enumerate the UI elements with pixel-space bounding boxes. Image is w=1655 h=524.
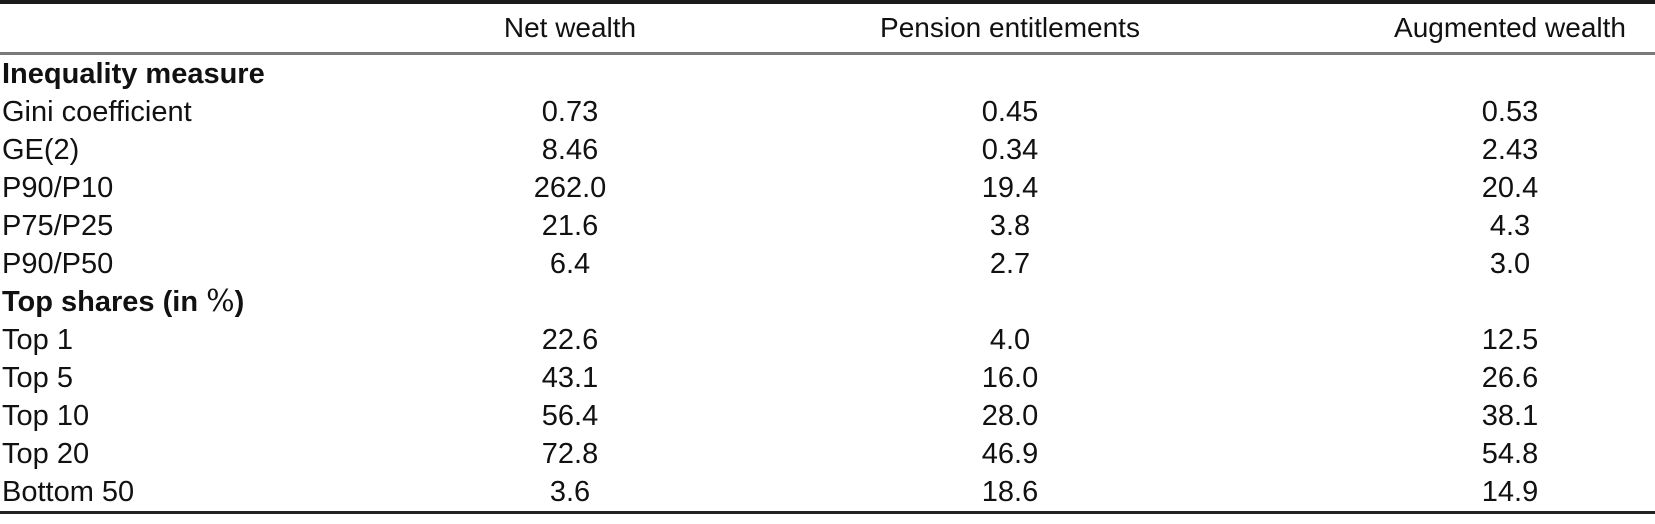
cell-augmented-wealth: 38.1 [1481,400,1539,432]
table-row-bottom-50: Bottom 50 3.6 18.6 14.9 [0,473,1655,513]
row-label: Bottom 50 [2,476,135,508]
row-label: Gini coefficient [2,96,192,128]
section-header-top-shares: Top shares (in %) [0,283,1655,321]
cell-augmented-wealth: 54.8 [1481,438,1539,470]
cell-pension-entitlements: 2.7 [989,248,1031,280]
cell-pension-entitlements: 46.9 [981,438,1039,470]
cell-pension-entitlements: 3.8 [989,210,1031,242]
cell-net-wealth: 3.6 [549,476,591,508]
section-title-suffix: ) [234,286,245,318]
section-header-inequality-measure: Inequality measure [0,54,1655,94]
row-label: P90/P10 [2,172,114,204]
cell-augmented-wealth: 3.0 [1489,248,1531,280]
table-row-p75-p25: P75/P25 21.6 3.8 4.3 [0,207,1655,245]
cell-net-wealth: 22.6 [541,324,599,356]
table-row-top-20: Top 20 72.8 46.9 54.8 [0,435,1655,473]
cell-net-wealth: 6.4 [549,248,591,280]
cell-pension-entitlements: 0.45 [981,96,1039,128]
cell-augmented-wealth: 14.9 [1481,476,1539,508]
table-row-top-5: Top 5 43.1 16.0 26.6 [0,359,1655,397]
section-title: Inequality measure [2,58,265,90]
row-label: P90/P50 [2,248,114,280]
percent-symbol: % [206,284,235,319]
cell-pension-entitlements: 18.6 [981,476,1039,508]
cell-augmented-wealth: 20.4 [1481,172,1539,204]
cell-pension-entitlements: 19.4 [981,172,1039,204]
table-row-p90-p50: P90/P50 6.4 2.7 3.0 [0,245,1655,283]
cell-pension-entitlements: 28.0 [981,400,1039,432]
table-row-ge2: GE(2) 8.46 0.34 2.43 [0,131,1655,169]
cell-net-wealth: 8.46 [541,134,599,166]
table-row-top-1: Top 1 22.6 4.0 12.5 [0,321,1655,359]
cell-pension-entitlements: 0.34 [981,134,1039,166]
cell-net-wealth: 262.0 [533,172,607,204]
row-label: Top 10 [2,400,90,432]
row-label: Top 1 [2,324,73,356]
table-row-p90-p10: P90/P10 262.0 19.4 20.4 [0,169,1655,207]
cell-net-wealth: 21.6 [541,210,599,242]
table-row-gini: Gini coefficient 0.73 0.45 0.53 [0,93,1655,131]
section-title-prefix: Top shares (in [2,286,207,318]
cell-net-wealth: 0.73 [541,96,599,128]
cell-augmented-wealth: 0.53 [1481,96,1539,128]
cell-net-wealth: 56.4 [541,400,599,432]
column-header-augmented-wealth: Augmented wealth [1210,2,1655,55]
row-label: Top 20 [2,438,90,470]
row-label: GE(2) [2,134,80,166]
row-label: Top 5 [2,362,73,394]
column-header-pension-entitlements: Pension entitlements [810,2,1210,55]
cell-net-wealth: 72.8 [541,438,599,470]
cell-pension-entitlements: 4.0 [989,324,1031,356]
cell-augmented-wealth: 4.3 [1489,210,1531,242]
cell-net-wealth: 43.1 [541,362,599,394]
table-row-top-10: Top 10 56.4 28.0 38.1 [0,397,1655,435]
cell-augmented-wealth: 12.5 [1481,324,1539,356]
cell-augmented-wealth: 26.6 [1481,362,1539,394]
header-row: Net wealth Pension entitlements Augmente… [0,2,1655,55]
cell-pension-entitlements: 16.0 [981,362,1039,394]
column-header-empty [0,2,330,55]
cell-augmented-wealth: 2.43 [1481,134,1539,166]
row-label: P75/P25 [2,210,114,242]
column-header-net-wealth: Net wealth [330,2,810,55]
